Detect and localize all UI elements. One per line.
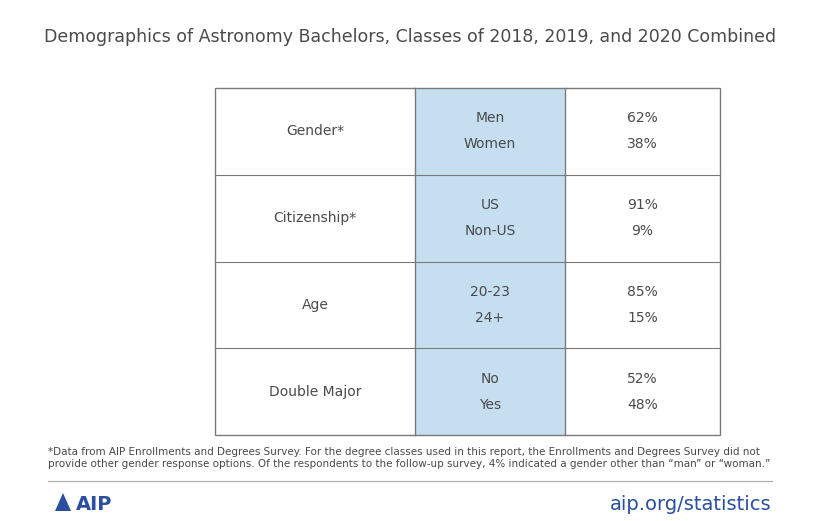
Text: 91%: 91% [627,198,657,212]
Text: Demographics of Astronomy Bachelors, Classes of 2018, 2019, and 2020 Combined: Demographics of Astronomy Bachelors, Cla… [44,28,775,46]
Text: 62%: 62% [627,111,657,126]
Text: Women: Women [464,138,515,152]
Text: 15%: 15% [627,311,657,325]
Text: Gender*: Gender* [286,125,344,139]
Bar [414,88,564,435]
Text: 24+: 24+ [475,311,504,325]
Text: provide other gender response options. Of the respondents to the follow-up surve: provide other gender response options. O… [48,459,769,469]
Text: Double Major: Double Major [269,384,361,399]
Text: 9%: 9% [631,224,653,238]
Text: Yes: Yes [478,398,500,412]
Bar [215,88,719,435]
Text: No: No [480,371,499,386]
Text: 20-23: 20-23 [469,285,509,299]
Polygon shape [55,493,71,511]
Text: 85%: 85% [627,285,657,299]
Text: 38%: 38% [627,138,657,152]
Text: *Data from AIP Enrollments and Degrees Survey. For the degree classes used in th: *Data from AIP Enrollments and Degrees S… [48,447,759,457]
Text: aip.org/statistics: aip.org/statistics [609,494,771,514]
Text: Age: Age [301,298,328,312]
Text: 52%: 52% [627,371,657,386]
Text: US: US [480,198,499,212]
Text: 48%: 48% [627,398,657,412]
Text: AIP: AIP [76,494,112,514]
Text: Citizenship*: Citizenship* [273,211,356,225]
Text: Non-US: Non-US [464,224,515,238]
Text: Men: Men [475,111,504,126]
